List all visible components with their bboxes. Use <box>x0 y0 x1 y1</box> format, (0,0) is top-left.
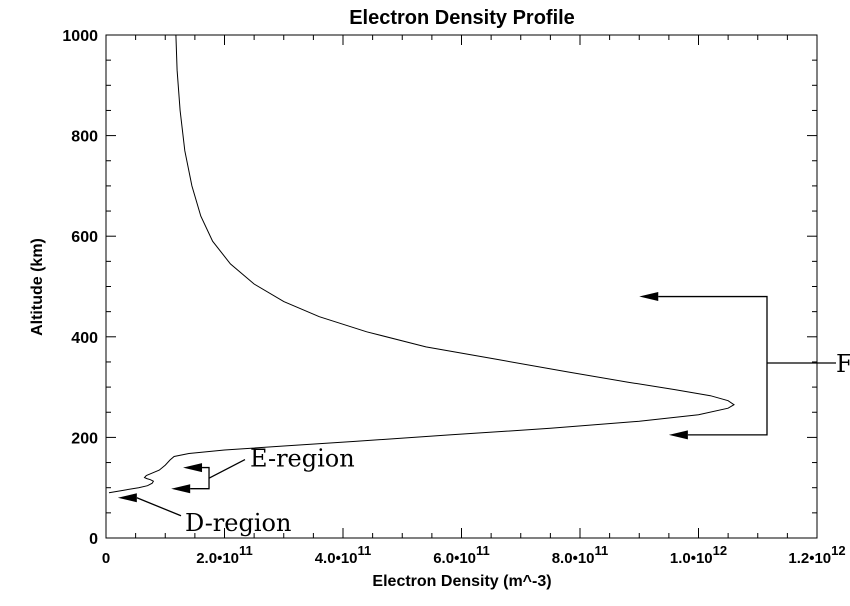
y-tick-label: 200 <box>71 430 98 447</box>
x-tick-label: 1.0•1012 <box>670 543 727 567</box>
x-tick-label: 4.0•1011 <box>315 543 372 567</box>
y-axis-label: Altitude (km) <box>29 238 46 336</box>
x-axis-tick-labels: 0 2.0•1011 4.0•1011 6.0•1011 8.0•1011 1.0•101… <box>102 543 846 567</box>
plot-frame <box>105 34 818 539</box>
e-region-arrow-head <box>171 484 191 494</box>
y-tick-label: 800 <box>71 129 98 146</box>
x-tick-label: 0 <box>102 550 110 567</box>
d-region-label: D-region <box>185 509 291 537</box>
f-region-arrow-head <box>668 430 688 440</box>
y-axis-tick-labels: 0 200 400 600 800 1000 <box>62 28 98 548</box>
y-tick-label: 400 <box>71 330 98 347</box>
f-region-arrow-head <box>639 292 659 302</box>
e-region-leader-line <box>208 459 246 479</box>
region-annotations: E-region D-region F <box>117 292 850 537</box>
y-tick-label: 600 <box>71 229 98 246</box>
f-region-label: F <box>836 350 850 378</box>
y-tick-label: 0 <box>89 531 98 548</box>
x-tick-label: 2.0•1011 <box>196 543 253 567</box>
d-region-arrow-head <box>117 493 137 503</box>
x-tick-label: 8.0•1011 <box>552 543 609 567</box>
density-profile-line <box>108 34 735 494</box>
x-axis-ticks <box>105 35 818 538</box>
y-tick-label: 1000 <box>62 28 98 45</box>
y-axis-ticks <box>106 34 817 539</box>
d-region-leader-line <box>136 497 182 517</box>
x-axis-label: Electron Density (m^-3) <box>372 573 551 590</box>
e-region-arrow-head <box>183 463 203 473</box>
x-tick-label: 6.0•1011 <box>433 543 490 567</box>
chart-title: Electron Density Profile <box>349 7 575 29</box>
f-region-bracket <box>658 295 768 436</box>
e-region-label: E-region <box>250 445 355 473</box>
x-tick-label: 1.2•1012 <box>788 543 845 567</box>
